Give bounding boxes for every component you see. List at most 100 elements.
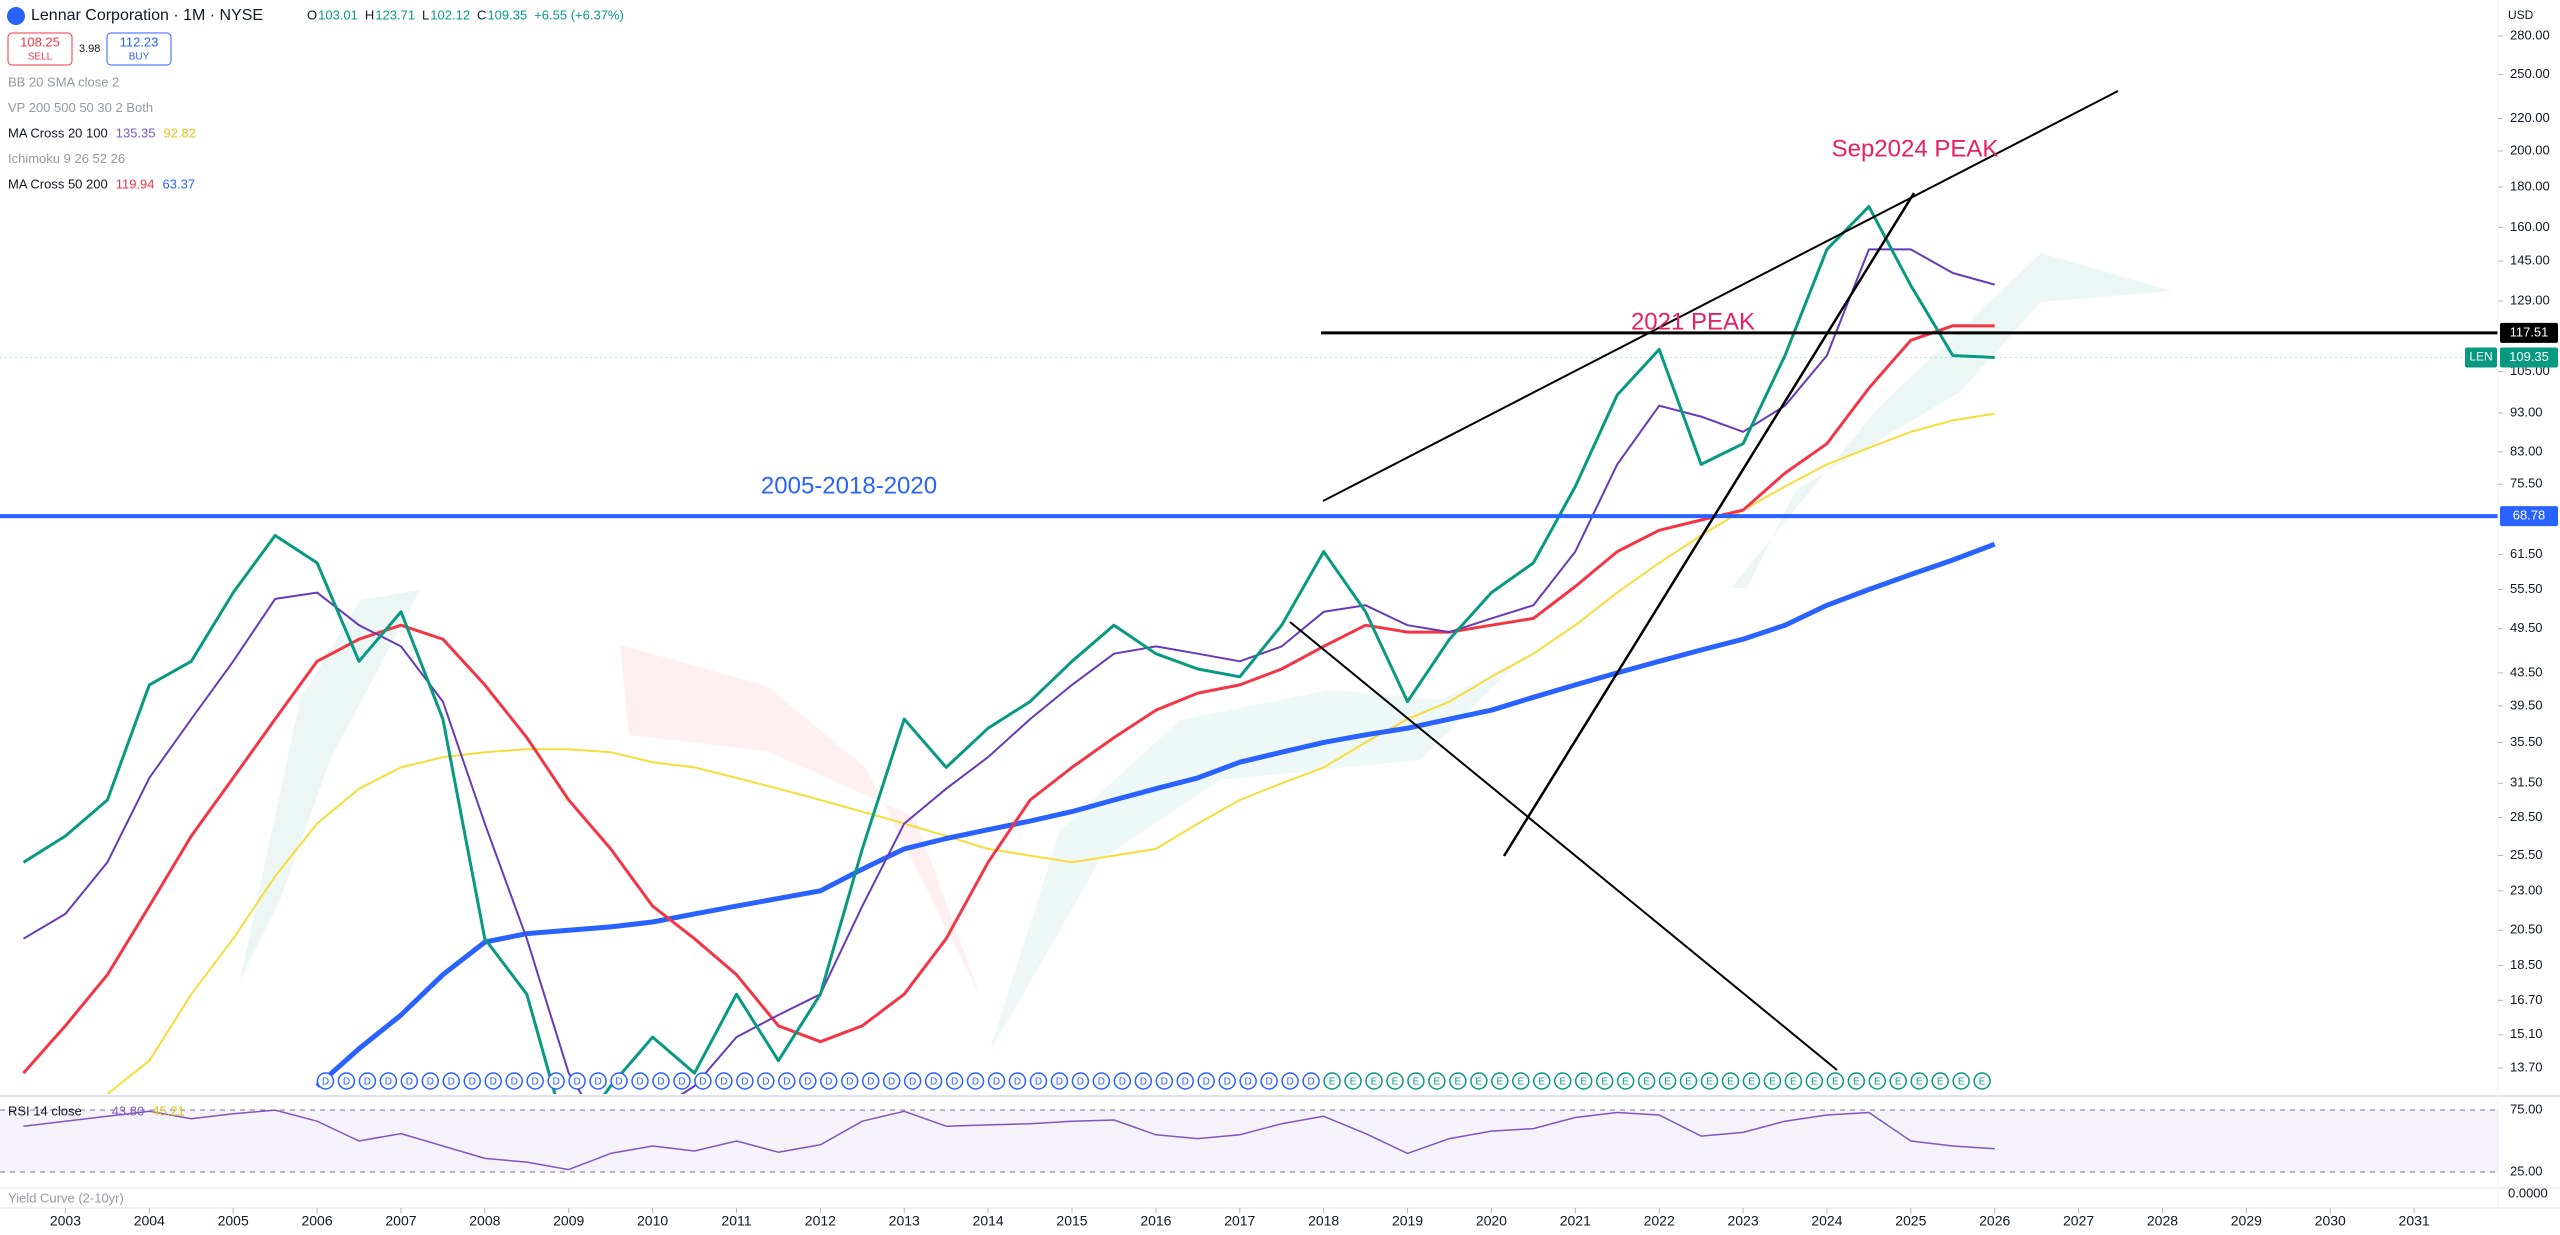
- spread: 3.98: [79, 43, 100, 55]
- y-tick-label: 20.50: [2510, 922, 2543, 937]
- y-tick-label: 93.00: [2510, 404, 2543, 419]
- x-tick-label: 2009: [553, 1213, 584, 1229]
- event-label: E: [1476, 1077, 1483, 1088]
- event-badge: [1637, 1072, 1656, 1090]
- x-tick-label: 2031: [2399, 1213, 2430, 1229]
- event-badge: [1574, 1072, 1593, 1090]
- y-tick-label: 75.00: [2510, 1101, 2543, 1116]
- event-badge: [1407, 1072, 1425, 1090]
- event-badge: [1721, 1072, 1740, 1090]
- event-label: E: [1790, 1077, 1797, 1088]
- event-badge: [505, 1072, 523, 1090]
- event-badge: [1805, 1072, 1824, 1090]
- event-badge: [421, 1072, 440, 1090]
- event-badge: [463, 1072, 482, 1090]
- x-tick-label: 2027: [2063, 1213, 2094, 1229]
- x-tick-label: 2028: [2147, 1213, 2178, 1229]
- y-tick-label: 18.50: [2510, 957, 2543, 972]
- ohlc: O 103.01 H 123.71 L 102.12 C 109.35: [307, 7, 527, 22]
- event-badge: [966, 1072, 985, 1090]
- event-label: D: [1286, 1077, 1293, 1088]
- yield-curve-value: 0.0000: [2508, 1185, 2548, 1200]
- event-badge: [1658, 1072, 1677, 1090]
- y-tick-label: 220.00: [2510, 110, 2550, 125]
- y-tick-label: 83.00: [2510, 443, 2543, 458]
- event-label: D: [1307, 1077, 1314, 1088]
- event-badge: [1386, 1072, 1404, 1090]
- main-plot: [0, 205, 2498, 1094]
- sell-button[interactable]: [7, 32, 73, 66]
- event-label: E: [1979, 1077, 1986, 1088]
- event-badge: [547, 1072, 565, 1090]
- event-badge: [1847, 1072, 1866, 1090]
- sell-price: 108.25: [20, 34, 60, 49]
- event-badge: [610, 1072, 628, 1090]
- event-badge: [400, 1072, 419, 1090]
- event-badge: [1470, 1072, 1488, 1090]
- ohlc-value: 109.35: [487, 7, 527, 22]
- event-label: E: [1350, 1077, 1357, 1088]
- event-badge: [1008, 1072, 1027, 1090]
- event-label: E: [1517, 1077, 1524, 1088]
- event-badge: [652, 1072, 670, 1090]
- buy-button[interactable]: [106, 32, 172, 66]
- event-badge: [924, 1072, 943, 1090]
- symbol-label-box: [2465, 347, 2497, 368]
- x-tick-label: 2014: [973, 1213, 1004, 1229]
- event-badge: [1218, 1072, 1236, 1090]
- event-badge: [1449, 1072, 1467, 1090]
- event-label: E: [1832, 1077, 1839, 1088]
- event-label: D: [553, 1077, 560, 1088]
- event-label: E: [1895, 1077, 1902, 1088]
- x-tick-label: 2010: [637, 1213, 668, 1229]
- indicator-name: BB 20 SMA close 2: [8, 74, 119, 89]
- event-badge: [1616, 1072, 1635, 1090]
- currency: USD: [2508, 8, 2534, 22]
- y-tick-label: 145.00: [2510, 252, 2550, 267]
- ohlc-label: O: [307, 7, 317, 22]
- ohlc-value: 123.71: [375, 7, 415, 22]
- event-badge: [1532, 1072, 1551, 1090]
- buy-label: BUY: [129, 52, 150, 63]
- event-label: D: [825, 1077, 832, 1088]
- event-label: D: [657, 1077, 664, 1088]
- event-label: E: [1559, 1077, 1566, 1088]
- event-label: E: [1392, 1077, 1399, 1088]
- event-label: D: [1119, 1077, 1126, 1088]
- event-badge: [1302, 1072, 1320, 1090]
- y-tick-label: 280.00: [2510, 27, 2550, 42]
- event-label: E: [1685, 1077, 1692, 1088]
- event-label: D: [699, 1077, 706, 1088]
- event-badge: [1050, 1072, 1069, 1090]
- symbol-label: LEN: [2469, 350, 2492, 364]
- event-label: D: [1224, 1077, 1231, 1088]
- x-tick-label: 2024: [1811, 1213, 1842, 1229]
- event-label: E: [1580, 1077, 1587, 1088]
- event-badge: [1889, 1072, 1907, 1090]
- rsi-name: RSI 14 close: [8, 1103, 82, 1118]
- event-label: D: [762, 1077, 769, 1088]
- event-label: D: [1056, 1077, 1063, 1088]
- event-label: D: [1161, 1077, 1168, 1088]
- rsi-band: [0, 1110, 2498, 1173]
- event-label: D: [427, 1077, 434, 1088]
- event-badge: [903, 1072, 922, 1090]
- sell-label: SELL: [28, 52, 53, 63]
- x-tick-label: 2026: [1979, 1213, 2010, 1229]
- event-label: D: [385, 1077, 392, 1088]
- x-tick-label: 2015: [1056, 1213, 1087, 1229]
- event-badge: [1700, 1072, 1719, 1090]
- event-label: D: [364, 1077, 371, 1088]
- event-badge: [1281, 1072, 1299, 1090]
- event-badge: [1826, 1072, 1845, 1090]
- event-badge: [358, 1072, 377, 1090]
- event-badge: [568, 1072, 586, 1090]
- y-tick-label: 160.00: [2510, 219, 2550, 234]
- event-label: D: [783, 1077, 790, 1088]
- ohlc-value: 103.01: [318, 7, 358, 22]
- level-label: 117.51: [2510, 324, 2549, 339]
- y-tick-label: 180.00: [2510, 178, 2550, 193]
- last-price-label: 109.35: [2509, 349, 2549, 364]
- event-label: E: [1769, 1077, 1776, 1088]
- level-label: 68.78: [2513, 508, 2546, 523]
